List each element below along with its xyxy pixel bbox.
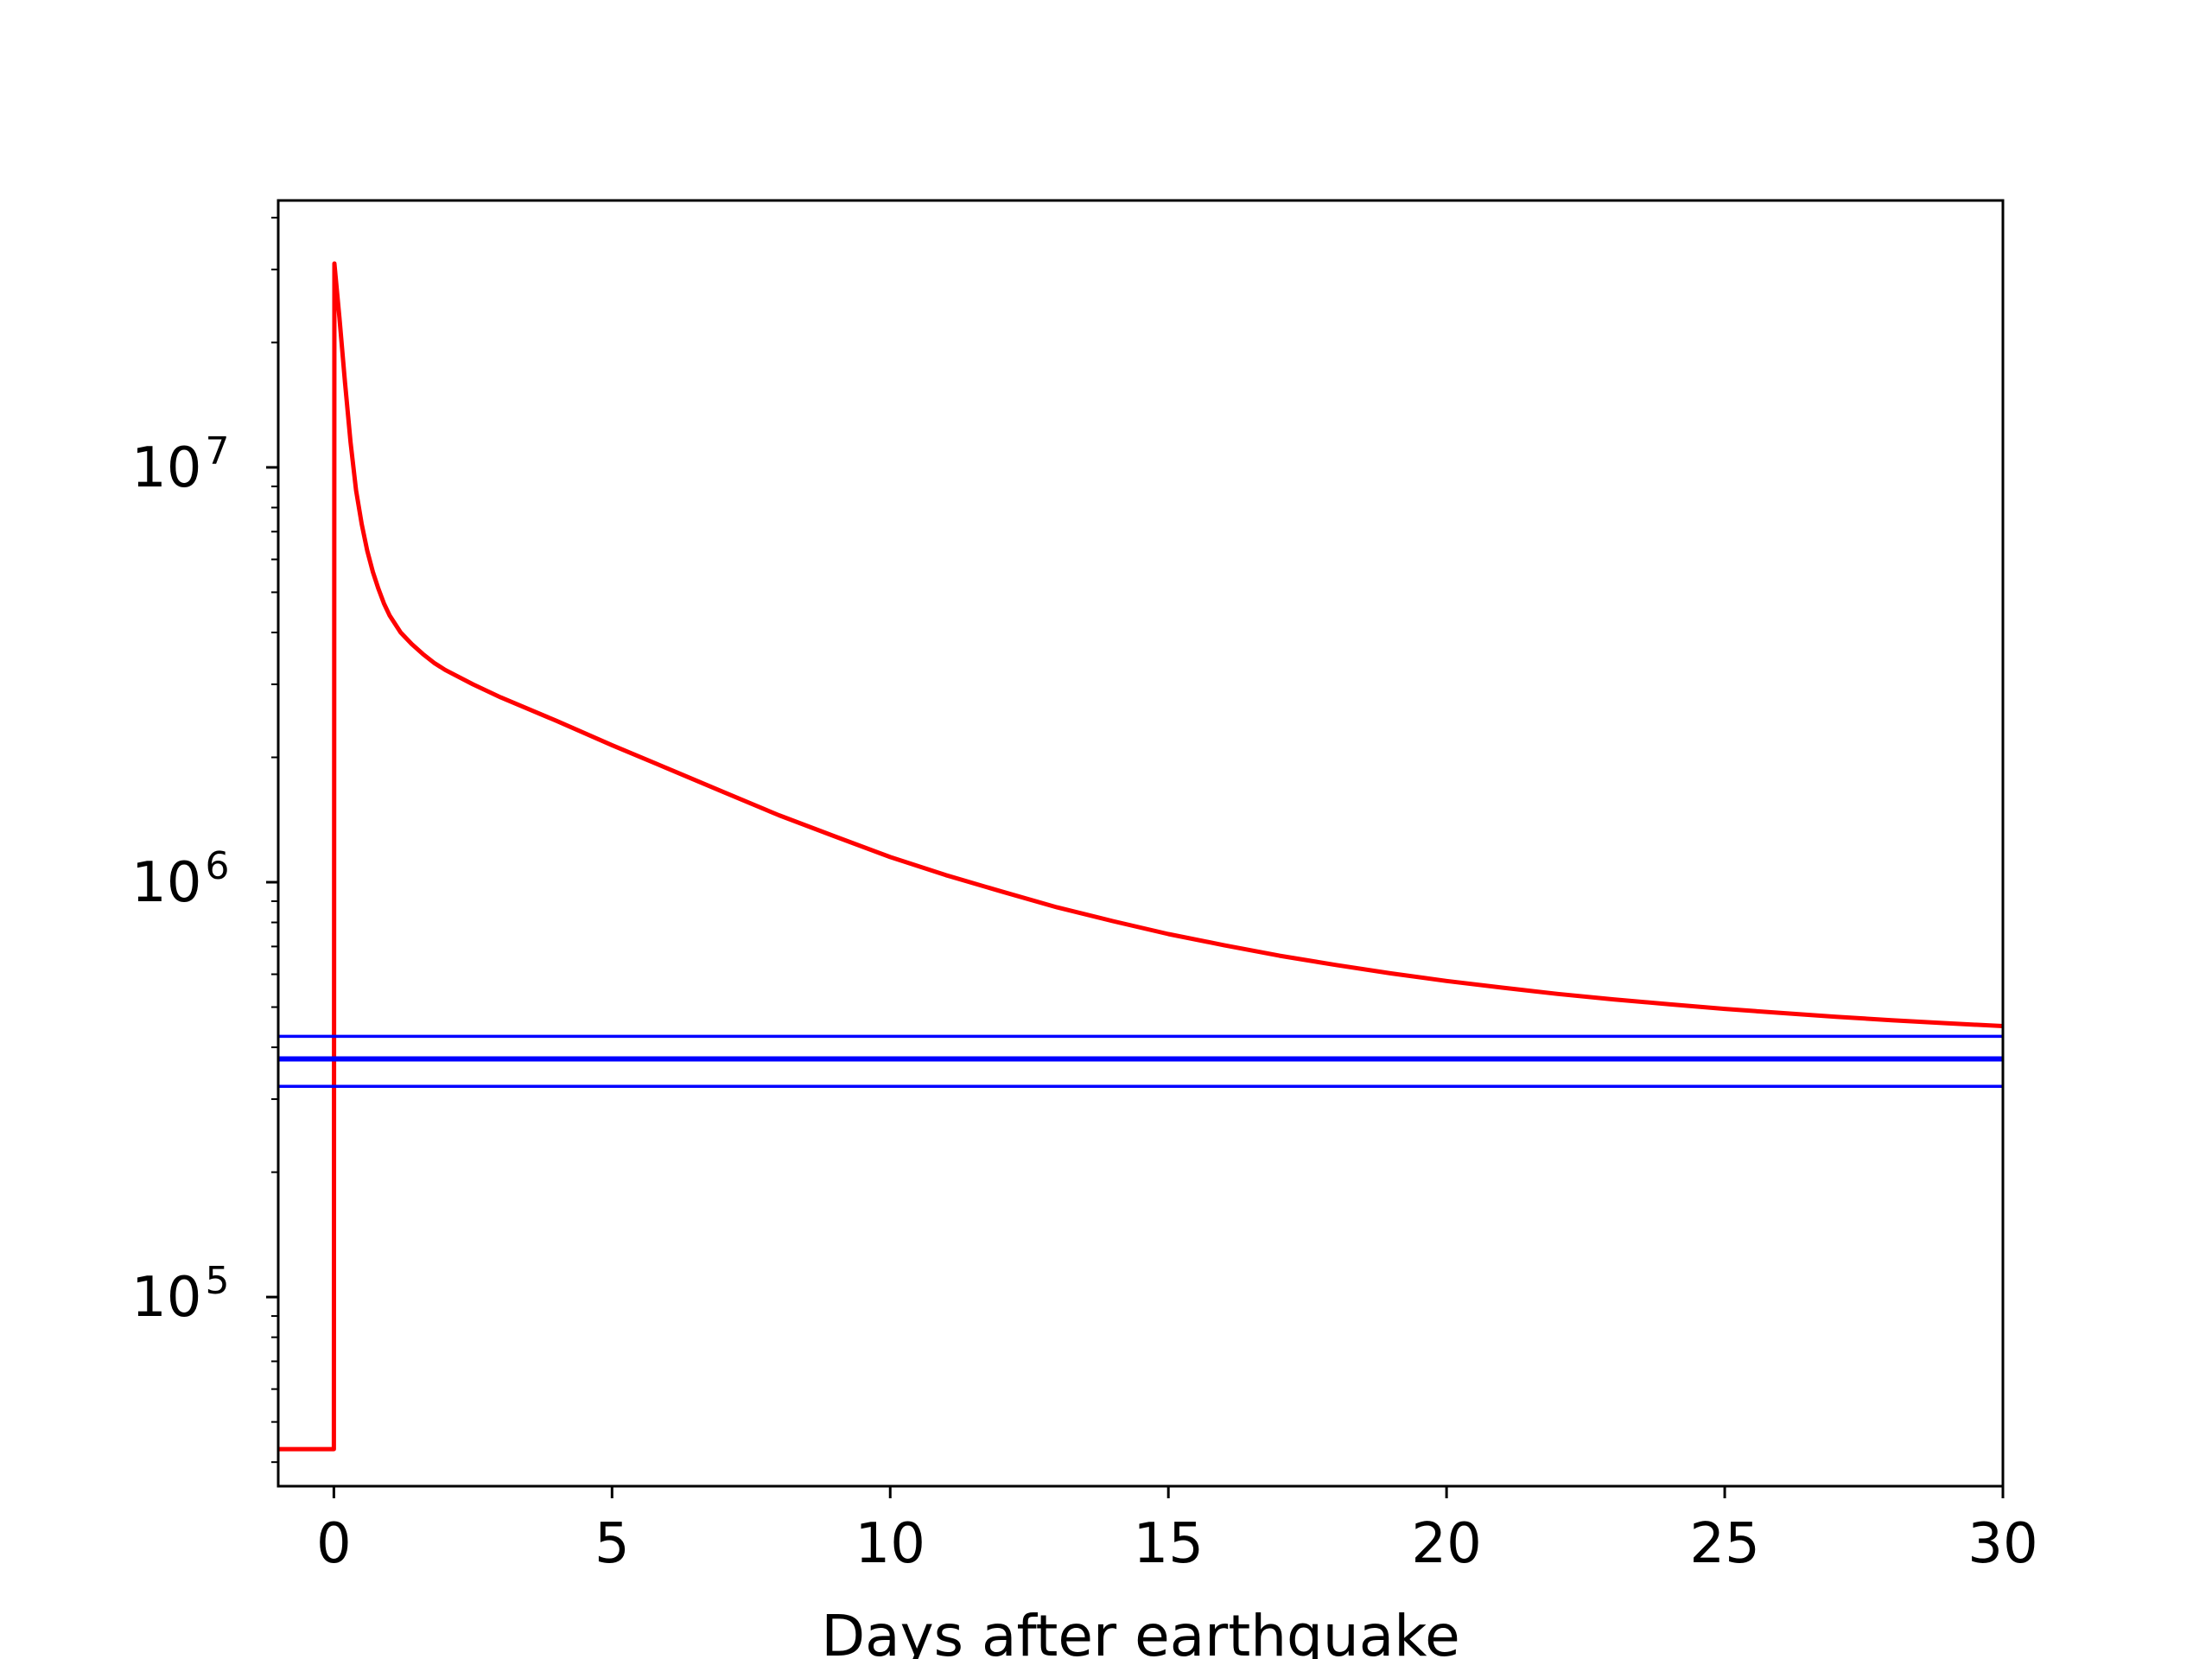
x-tick-label-1: 5 xyxy=(594,1512,630,1576)
x-tick-label-3: 15 xyxy=(1133,1512,1203,1576)
y-tick-exponent-0: 5 xyxy=(205,1259,229,1303)
series-line-0 xyxy=(278,261,2004,1452)
y-tick-label-1: 106 xyxy=(131,844,229,915)
x-tick-label-6: 30 xyxy=(1967,1512,2037,1576)
y-tick-exponent-1: 6 xyxy=(205,844,229,888)
series-layer xyxy=(278,261,2004,1452)
y-tick-label-2: 107 xyxy=(131,429,229,500)
y-tick-label-0: 105 xyxy=(131,1259,229,1330)
x-tick-label-4: 20 xyxy=(1411,1512,1481,1576)
y-tick-base-0: 10 xyxy=(131,1266,201,1330)
x-tick-label-2: 10 xyxy=(855,1512,925,1576)
y-tick-base-1: 10 xyxy=(131,851,201,915)
y-tick-exponent-2: 7 xyxy=(205,429,229,474)
x-axis-label: Days after earthquake xyxy=(821,1603,1459,1659)
y-tick-base-2: 10 xyxy=(131,436,201,500)
plot-frame xyxy=(276,199,2005,1488)
x-tick-label-5: 25 xyxy=(1689,1512,1759,1576)
x-tick-label-0: 0 xyxy=(316,1512,352,1576)
